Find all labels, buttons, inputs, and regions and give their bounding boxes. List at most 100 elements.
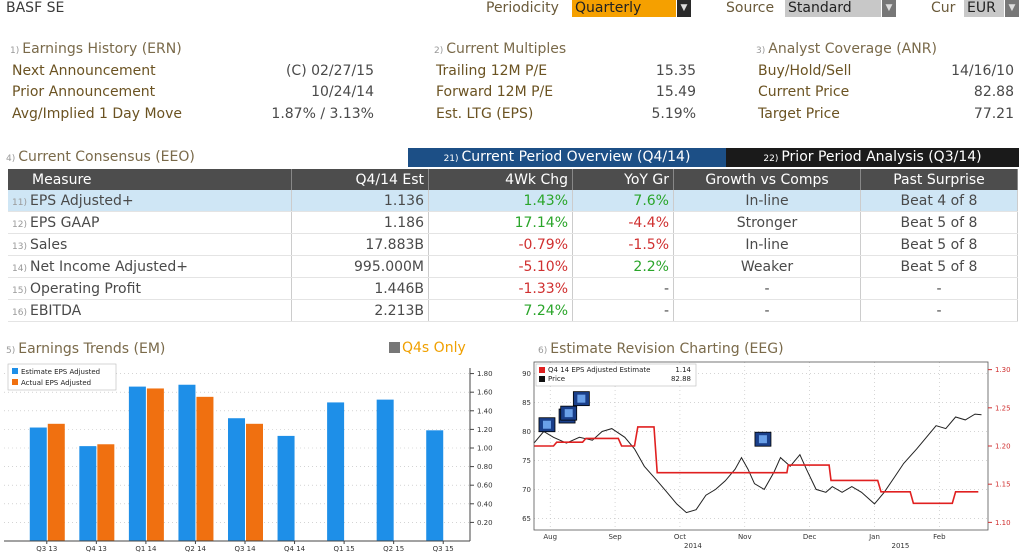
- comps-cell: In-line: [673, 233, 861, 256]
- source-dropdown-arrow-icon[interactable]: ▼: [882, 0, 896, 17]
- estimate-bar[interactable]: [327, 402, 345, 541]
- col-header-est[interactable]: Q4/14 Est: [291, 169, 429, 190]
- q4s-only-label[interactable]: Q4s Only: [402, 340, 466, 356]
- price-line[interactable]: [533, 413, 982, 514]
- estimate-bar[interactable]: [128, 386, 146, 541]
- yoy-cell: -4.4%: [572, 211, 674, 234]
- current-price-value: 82.88: [973, 84, 1014, 100]
- chg-cell: -5.10%: [428, 255, 573, 278]
- actual-bar[interactable]: [146, 388, 164, 541]
- measure-cell: 13) Sales: [8, 233, 292, 256]
- yoy-cell: 2.2%: [572, 255, 674, 278]
- estimate-bar[interactable]: [228, 418, 245, 541]
- analyst-coverage-link[interactable]: 3) Analyst Coverage (ANR): [756, 41, 937, 57]
- table-row[interactable]: 15) Operating Profit 1.446B -1.33% - - -: [8, 277, 1018, 300]
- measure-label[interactable]: EBITDA: [29, 302, 82, 319]
- source-select[interactable]: Standard: [785, 0, 881, 17]
- measure-cell: 11) EPS Adjusted+: [8, 190, 292, 212]
- y-tick-label: 0.40: [477, 500, 493, 508]
- periodicity-dropdown-arrow-icon[interactable]: ▼: [677, 0, 691, 17]
- row-number: 11): [12, 197, 27, 208]
- ltg-value: 5.19%: [651, 106, 696, 122]
- legend-label: Price: [548, 375, 565, 383]
- comps-cell: -: [673, 277, 861, 300]
- legend-label-actual: Actual EPS Adjusted: [21, 379, 91, 387]
- right-y-tick-label: 1.20: [995, 443, 1011, 451]
- actual-bar[interactable]: [47, 423, 65, 541]
- yoy-cell: -: [572, 277, 674, 300]
- measure-label[interactable]: Operating Profit: [29, 280, 141, 297]
- tab-label: Prior Period Analysis (Q3/14): [781, 149, 982, 165]
- estimate-bar[interactable]: [277, 435, 295, 541]
- table-row[interactable]: 16) EBITDA 2.213B 7.24% - - -: [8, 299, 1018, 322]
- table-row[interactable]: 13) Sales 17.883B -0.79% -1.5% In-line Beat 5 …: [8, 233, 1018, 256]
- measure-label[interactable]: EPS GAAP: [29, 214, 100, 231]
- actual-bar[interactable]: [97, 444, 115, 541]
- right-y-tick-label: 1.30: [995, 366, 1011, 374]
- currency-select[interactable]: EUR: [964, 0, 1004, 17]
- col-header-chg[interactable]: 4Wk Chg: [428, 169, 573, 190]
- day-move-value: 1.87% / 3.13%: [271, 106, 374, 122]
- legend-swatch: [539, 367, 545, 373]
- estimate-bar[interactable]: [178, 384, 196, 541]
- estimate-revision-link[interactable]: 6) Estimate Revision Charting (EEG): [538, 341, 784, 357]
- currency-dropdown-arrow-icon[interactable]: ▼: [1005, 0, 1019, 17]
- x-tick-label: Jan: [868, 533, 880, 541]
- est-cell: 1.446B: [291, 277, 429, 300]
- chg-cell: -1.33%: [428, 277, 573, 300]
- right-y-tick-label: 1.10: [995, 519, 1011, 527]
- source-label: Source: [726, 0, 775, 16]
- col-header-yoy[interactable]: YoY Gr: [572, 169, 674, 190]
- earnings-history-link[interactable]: 1) Earnings History (ERN): [10, 41, 182, 57]
- earnings-history-title: Earnings History (ERN): [22, 41, 182, 57]
- q4s-only-checkbox[interactable]: [389, 342, 400, 353]
- prior-announcement-value: 10/24/14: [311, 84, 374, 100]
- surprise-cell: -: [860, 299, 1018, 322]
- current-consensus-title: Current Consensus (EEO): [18, 149, 195, 165]
- table-row[interactable]: 12) EPS GAAP 1.186 17.14% -4.4% Stronger Beat …: [8, 211, 1018, 234]
- comps-cell: Stronger: [673, 211, 861, 234]
- current-multiples-link[interactable]: 2) Current Multiples: [434, 41, 566, 57]
- legend-label-estimate: Estimate EPS Adjusted: [21, 368, 100, 376]
- row-number: 14): [12, 263, 27, 274]
- x-tick-label: Q3 14: [234, 545, 256, 553]
- left-y-tick-label: 65: [522, 515, 531, 523]
- periodicity-select[interactable]: Quarterly: [572, 0, 676, 17]
- section-number: 6): [538, 346, 548, 356]
- col-header-comps[interactable]: Growth vs Comps: [673, 169, 861, 190]
- col-header-surprise[interactable]: Past Surprise: [860, 169, 1018, 190]
- estimate-bar[interactable]: [29, 427, 47, 541]
- legend-label: Q4 14 EPS Adjusted Estimate: [548, 366, 650, 374]
- measure-label[interactable]: Net Income Adjusted+: [29, 258, 188, 275]
- actual-bar[interactable]: [246, 423, 263, 541]
- surprise-cell: Beat 5 of 8: [860, 255, 1018, 278]
- surprise-cell: Beat 4 of 8: [860, 190, 1018, 212]
- estimate-line[interactable]: [534, 426, 979, 505]
- measure-label[interactable]: EPS Adjusted+: [29, 192, 134, 209]
- left-y-tick-label: 70: [522, 486, 531, 494]
- x-tick-label: Sep: [608, 533, 622, 541]
- current-price-label: Current Price: [758, 84, 850, 100]
- estimate-bar[interactable]: [376, 399, 394, 541]
- section-number: 5): [6, 346, 16, 356]
- table-row[interactable]: 14) Net Income Adjusted+ 995.000M -5.10% 2.2…: [8, 255, 1018, 278]
- measure-label[interactable]: Sales: [29, 236, 68, 253]
- day-move-label: Avg/Implied 1 Day Move: [12, 106, 183, 122]
- actual-bar[interactable]: [196, 396, 214, 541]
- tab-prior-period-analysis[interactable]: 22) Prior Period Analysis (Q3/14): [726, 148, 1019, 167]
- row-number: 12): [12, 219, 27, 230]
- next-announcement-label: Next Announcement: [12, 63, 156, 79]
- x-tick-label: Nov: [738, 533, 752, 541]
- estimate-bar[interactable]: [79, 446, 97, 541]
- col-header-measure[interactable]: Measure: [8, 169, 292, 190]
- event-marker-inner: [542, 420, 551, 429]
- current-consensus-link[interactable]: 4) Current Consensus (EEO): [6, 149, 195, 165]
- estimate-bar[interactable]: [426, 430, 444, 541]
- tab-current-period-overview[interactable]: 21) Current Period Overview (Q4/14): [408, 148, 726, 167]
- table-row[interactable]: 11) EPS Adjusted+ 1.136 1.43% 7.6% In-line Bea…: [8, 190, 1018, 212]
- earnings-trends-link[interactable]: 5) Earnings Trends (EM): [6, 341, 165, 357]
- x-tick-label: Q2 15: [383, 545, 404, 553]
- tab-number: 21): [443, 154, 459, 164]
- measure-cell: 12) EPS GAAP: [8, 211, 292, 234]
- est-cell: 2.213B: [291, 299, 429, 322]
